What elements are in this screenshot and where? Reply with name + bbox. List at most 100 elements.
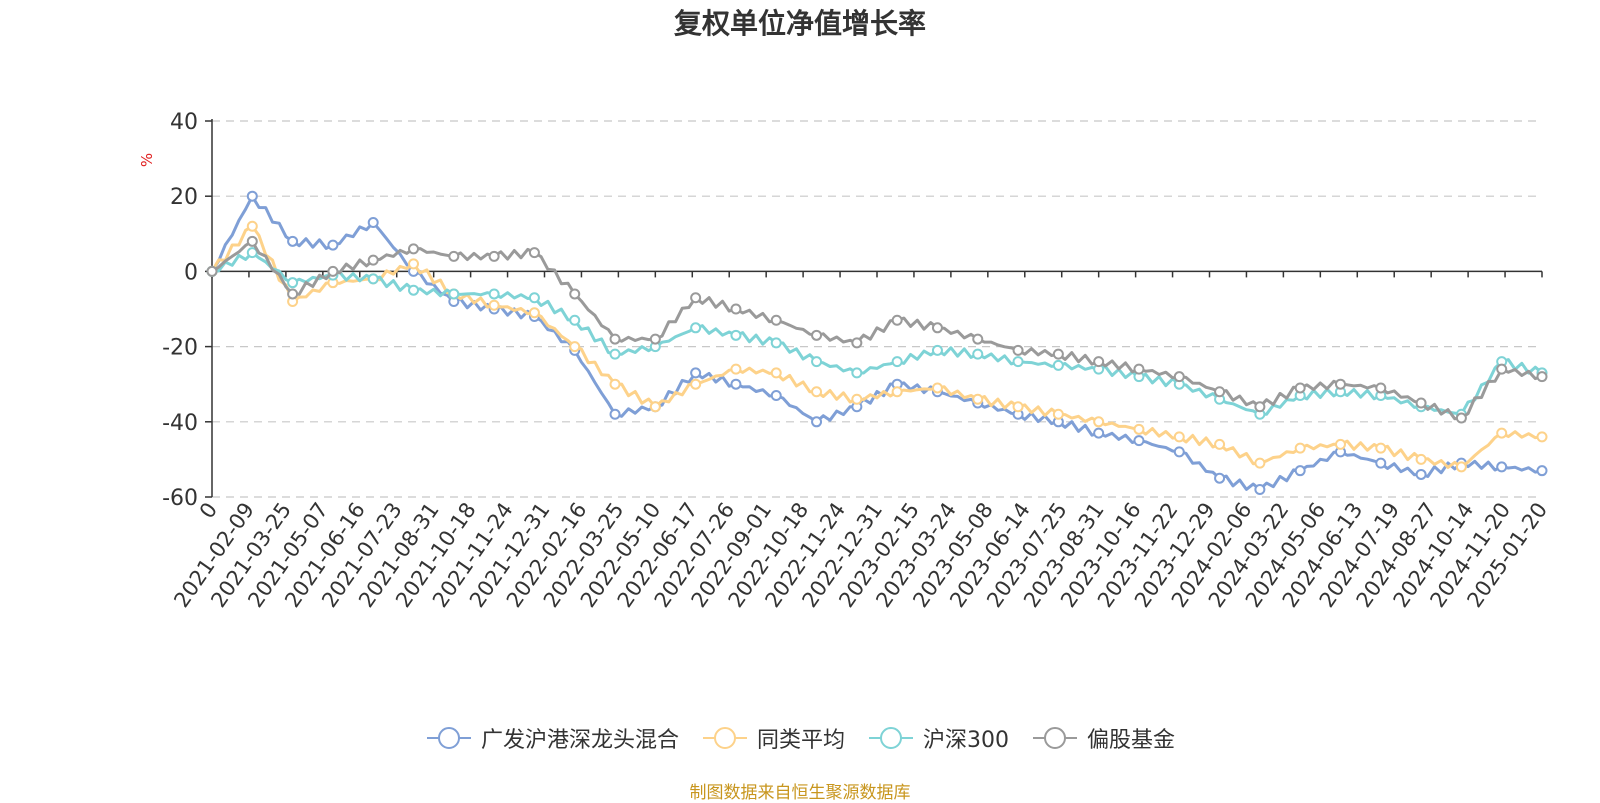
data-point[interactable] <box>1012 356 1024 368</box>
data-point[interactable] <box>851 393 863 405</box>
data-point[interactable] <box>408 284 420 296</box>
data-point[interactable] <box>1375 457 1387 469</box>
data-point[interactable] <box>1254 401 1266 413</box>
data-point[interactable] <box>609 348 621 360</box>
data-point[interactable] <box>367 273 379 285</box>
data-point[interactable] <box>690 367 702 379</box>
data-point[interactable] <box>811 416 823 428</box>
data-point[interactable] <box>246 235 258 247</box>
data-point[interactable] <box>569 314 581 326</box>
data-point[interactable] <box>1254 457 1266 469</box>
data-point[interactable] <box>891 314 903 326</box>
data-point[interactable] <box>448 288 460 300</box>
data-point[interactable] <box>770 389 782 401</box>
data-point[interactable] <box>1133 435 1145 447</box>
data-point[interactable] <box>1214 386 1226 398</box>
data-point[interactable] <box>367 217 379 229</box>
data-point[interactable] <box>609 378 621 390</box>
data-point[interactable] <box>730 329 742 341</box>
data-point[interactable] <box>1093 356 1105 368</box>
data-point[interactable] <box>1496 427 1508 439</box>
data-point[interactable] <box>1496 461 1508 473</box>
data-point[interactable] <box>972 393 984 405</box>
data-point[interactable] <box>1133 363 1145 375</box>
data-point[interactable] <box>609 408 621 420</box>
data-point[interactable] <box>528 292 540 304</box>
data-point[interactable] <box>1093 427 1105 439</box>
data-point[interactable] <box>931 382 943 394</box>
data-point[interactable] <box>730 303 742 315</box>
data-point[interactable] <box>1012 344 1024 356</box>
data-point[interactable] <box>931 344 943 356</box>
data-point[interactable] <box>770 367 782 379</box>
data-point[interactable] <box>569 341 581 353</box>
data-point[interactable] <box>206 265 218 277</box>
data-point[interactable] <box>851 367 863 379</box>
data-point[interactable] <box>1093 416 1105 428</box>
data-point[interactable] <box>972 333 984 345</box>
data-point[interactable] <box>1214 472 1226 484</box>
data-point[interactable] <box>1173 446 1185 458</box>
legend-item-equity-fund[interactable]: 偏股基金 <box>1031 722 1175 754</box>
data-point[interactable] <box>246 190 258 202</box>
data-point[interactable] <box>770 314 782 326</box>
data-point[interactable] <box>1294 442 1306 454</box>
data-point[interactable] <box>690 322 702 334</box>
data-point[interactable] <box>972 348 984 360</box>
data-point[interactable] <box>690 292 702 304</box>
data-point[interactable] <box>1536 431 1548 443</box>
data-point[interactable] <box>287 277 299 289</box>
data-point[interactable] <box>287 235 299 247</box>
legend-item-csi300[interactable]: 沪深300 <box>867 722 1009 754</box>
data-point[interactable] <box>891 356 903 368</box>
data-point[interactable] <box>528 247 540 259</box>
data-point[interactable] <box>448 250 460 262</box>
data-point[interactable] <box>1294 382 1306 394</box>
data-point[interactable] <box>1536 465 1548 477</box>
data-point[interactable] <box>649 333 661 345</box>
data-point[interactable] <box>811 329 823 341</box>
data-point[interactable] <box>730 378 742 390</box>
data-point[interactable] <box>891 386 903 398</box>
data-point[interactable] <box>811 386 823 398</box>
data-point[interactable] <box>327 265 339 277</box>
data-point[interactable] <box>1133 423 1145 435</box>
data-point[interactable] <box>569 288 581 300</box>
data-point[interactable] <box>1214 438 1226 450</box>
data-point[interactable] <box>1334 378 1346 390</box>
data-point[interactable] <box>1052 408 1064 420</box>
data-point[interactable] <box>730 363 742 375</box>
data-point[interactable] <box>770 337 782 349</box>
data-point[interactable] <box>690 378 702 390</box>
data-point[interactable] <box>1415 453 1427 465</box>
data-point[interactable] <box>1173 371 1185 383</box>
data-point[interactable] <box>811 356 823 368</box>
data-point[interactable] <box>1052 359 1064 371</box>
data-point[interactable] <box>1254 483 1266 495</box>
data-point[interactable] <box>246 247 258 259</box>
data-point[interactable] <box>246 220 258 232</box>
data-point[interactable] <box>1294 465 1306 477</box>
data-point[interactable] <box>327 239 339 251</box>
data-point[interactable] <box>1415 468 1427 480</box>
data-point[interactable] <box>528 307 540 319</box>
data-point[interactable] <box>287 288 299 300</box>
data-point[interactable] <box>488 288 500 300</box>
data-point[interactable] <box>408 258 420 270</box>
data-point[interactable] <box>408 243 420 255</box>
data-point[interactable] <box>1415 397 1427 409</box>
data-point[interactable] <box>931 322 943 334</box>
data-point[interactable] <box>1455 412 1467 424</box>
legend-item-category-average[interactable]: 同类平均 <box>701 722 845 754</box>
data-point[interactable] <box>851 337 863 349</box>
data-point[interactable] <box>367 254 379 266</box>
legend-item-fund[interactable]: 广发沪港深龙头混合 <box>425 722 679 754</box>
data-point[interactable] <box>1173 431 1185 443</box>
data-point[interactable] <box>488 299 500 311</box>
data-point[interactable] <box>649 401 661 413</box>
data-point[interactable] <box>1455 461 1467 473</box>
data-point[interactable] <box>1052 348 1064 360</box>
data-point[interactable] <box>1375 442 1387 454</box>
data-point[interactable] <box>1496 363 1508 375</box>
data-point[interactable] <box>1536 371 1548 383</box>
